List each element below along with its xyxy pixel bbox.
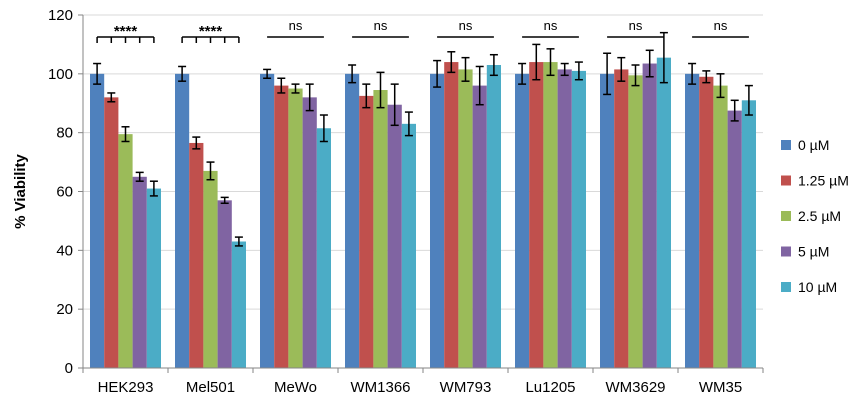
significance-stars: **** (199, 23, 223, 40)
x-category-label: WM35 (699, 379, 742, 396)
legend-label: 1.25 µM (798, 173, 849, 189)
y-tick-label: 120 (48, 7, 73, 24)
bar-groups (90, 57, 756, 369)
bar (274, 85, 289, 368)
significance-ns: ns (374, 18, 388, 33)
bar (699, 76, 714, 369)
bar (741, 100, 756, 368)
legend-swatch (781, 282, 791, 292)
bar (288, 88, 303, 369)
bar (656, 57, 671, 368)
bar (217, 200, 232, 368)
error-bars (93, 31, 753, 247)
bar (260, 73, 275, 368)
bar (642, 63, 657, 368)
legend-swatch (781, 140, 791, 150)
bar (685, 73, 700, 368)
y-tick-label: 100 (48, 66, 73, 83)
significance-ns: ns (459, 18, 473, 33)
bar (316, 128, 331, 368)
bar (104, 97, 119, 368)
legend-label: 10 µM (798, 279, 837, 295)
x-category-label: Mel501 (186, 379, 235, 396)
legend-label: 5 µM (798, 244, 829, 260)
axes (78, 14, 764, 373)
bar (444, 62, 459, 369)
bar (628, 75, 643, 368)
legend: 0 µM 1.25 µM 2.5 µM 5 µM 10 µM (781, 137, 849, 295)
bar (472, 85, 487, 368)
bar (175, 73, 190, 368)
significance-stars: **** (114, 23, 138, 40)
bar (387, 104, 402, 369)
y-tick-label: 60 (56, 184, 73, 201)
x-category-label: WM1366 (350, 379, 410, 396)
legend-swatch (781, 211, 791, 221)
y-tick-label: 80 (56, 125, 73, 142)
bar (359, 95, 374, 368)
bar (90, 73, 105, 368)
significance-ns: ns (629, 18, 643, 33)
bar (345, 73, 360, 368)
bar (543, 62, 558, 369)
x-category-labels: HEK293 Mel501 MeWo WM1366 WM793 Lu1205 WM3629 W… (98, 379, 743, 396)
bar (302, 97, 317, 368)
bar (146, 188, 161, 368)
bar (458, 69, 473, 368)
y-tick-label: 20 (56, 301, 73, 318)
bar (118, 134, 133, 368)
bar (373, 90, 388, 368)
y-tick-label: 40 (56, 242, 73, 259)
bar (600, 73, 615, 368)
bar (401, 123, 416, 368)
legend-label: 2.5 µM (798, 208, 841, 224)
legend-label: 0 µM (798, 137, 829, 153)
bar (529, 62, 544, 369)
bar (430, 73, 445, 368)
x-category-label: HEK293 (98, 379, 154, 396)
significance-ns: ns (714, 18, 728, 33)
significance-annotations: **** **** ns ns ns ns ns ns (96, 18, 749, 43)
bar (713, 85, 728, 368)
x-category-label: WM793 (440, 379, 492, 396)
x-category-label: MeWo (274, 379, 317, 396)
bar (486, 65, 501, 368)
bar (614, 69, 629, 368)
bar (132, 176, 147, 368)
legend-swatch (781, 175, 791, 186)
bar (571, 70, 586, 369)
bar (203, 170, 218, 368)
bar (515, 73, 530, 368)
legend-swatch (781, 246, 791, 257)
bar (727, 110, 742, 369)
y-tick-label: 0 (65, 360, 73, 377)
y-tick-labels: 0 20 40 60 80 100 120 (48, 7, 73, 377)
bar (231, 241, 246, 368)
y-axis-label: % Viability (12, 153, 29, 228)
x-category-label: Lu1205 (525, 379, 575, 396)
bar (189, 142, 204, 368)
significance-ns: ns (544, 18, 558, 33)
significance-ns: ns (289, 18, 303, 33)
x-category-label: WM3629 (605, 379, 665, 396)
bar (557, 69, 572, 368)
